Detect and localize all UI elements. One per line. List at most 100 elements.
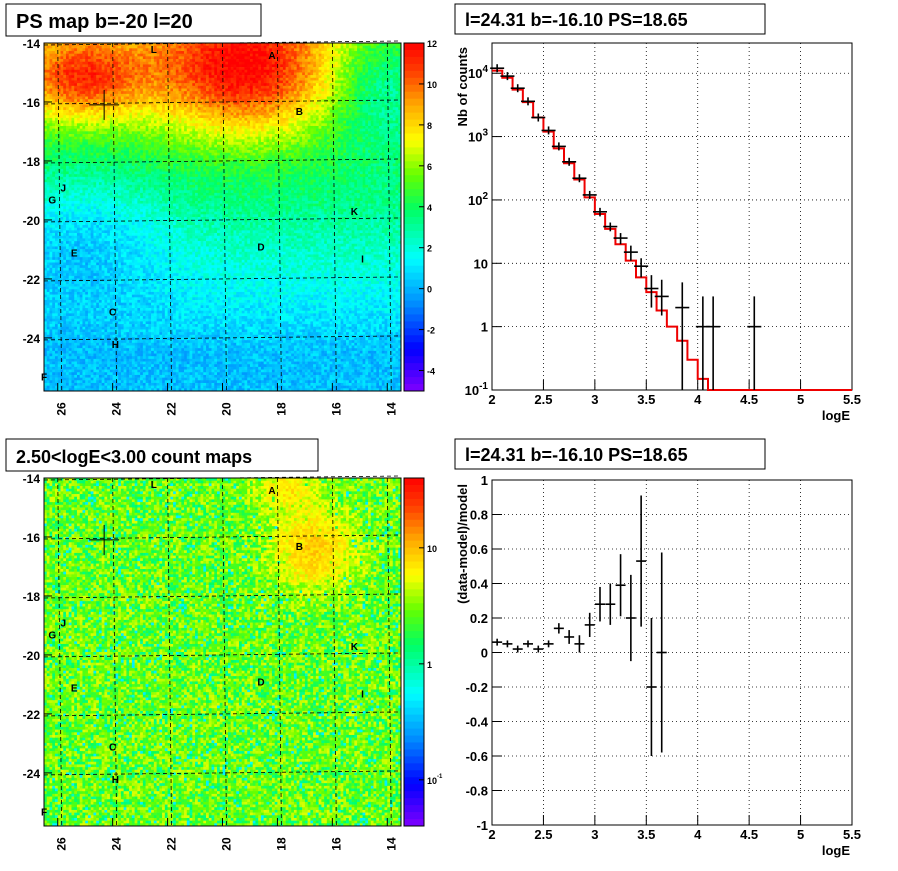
color-tick-label: 4 xyxy=(427,203,432,213)
y-tick-label: -1 xyxy=(476,818,488,833)
residual-point xyxy=(553,623,564,634)
title-box xyxy=(454,438,766,470)
source-label: B xyxy=(296,542,303,553)
grid-line xyxy=(386,477,392,827)
source-label: G xyxy=(48,630,56,641)
source-label: K xyxy=(351,207,359,218)
x-tick-label: 5.5 xyxy=(843,392,861,407)
chart-title: PS map b=-20 l=20 xyxy=(16,11,193,33)
color-tick-label: 12 xyxy=(427,39,437,49)
grid-line xyxy=(43,217,402,223)
data-point xyxy=(551,142,566,151)
plot-frame xyxy=(491,42,853,391)
y-tick-label: -0.4 xyxy=(466,715,489,730)
title-box xyxy=(5,3,262,37)
data-point xyxy=(613,233,628,245)
grid-line xyxy=(57,42,63,392)
x-tick-label: 3.5 xyxy=(637,392,655,407)
chart-title: l=24.31 b=-16.10 PS=18.65 xyxy=(465,10,688,30)
color-bar-frame xyxy=(403,42,425,392)
y-tick-label: 0.8 xyxy=(470,508,488,523)
x-tick-label: 4.5 xyxy=(740,392,758,407)
color-tick-label: 1 xyxy=(427,660,432,670)
residual-point xyxy=(574,635,585,653)
y-tick-label: -24 xyxy=(23,767,41,781)
grid-line xyxy=(167,477,172,827)
source-label: C xyxy=(109,307,116,318)
source-label: H xyxy=(112,340,119,351)
data-point xyxy=(706,296,721,390)
x-tick-label: 2.5 xyxy=(534,392,552,407)
color-tick-label: 10-1 xyxy=(427,774,443,786)
y-tick-label: -22 xyxy=(23,708,41,722)
source-label: L xyxy=(151,45,157,56)
y-tick-label: -0.6 xyxy=(466,749,488,764)
source-label: E xyxy=(71,683,78,694)
source-label: C xyxy=(109,742,116,753)
x-tick-label: 22 xyxy=(165,837,179,851)
x-tick-label: 20 xyxy=(220,837,234,851)
x-tick-label: 4 xyxy=(694,392,702,407)
y-tick-label: 104 xyxy=(468,64,488,81)
y-tick-label: -16 xyxy=(23,531,41,545)
y-tick-label: -0.8 xyxy=(466,784,488,799)
source-label: G xyxy=(48,195,56,206)
count-map-panel: 2.50<logE<3.00 count maps 26 24 22 20 18 16 14 -… xyxy=(5,438,443,851)
y-tick-label: 1 xyxy=(481,473,488,488)
grid-line xyxy=(43,99,402,105)
grid-line xyxy=(43,770,402,776)
x-tick-label: 16 xyxy=(329,837,343,851)
x-tick-label: 26 xyxy=(55,402,69,416)
grid-line xyxy=(386,42,392,392)
x-tick-label: 5 xyxy=(797,827,804,842)
residual-point xyxy=(543,640,554,648)
y-tick-label: -18 xyxy=(23,590,41,604)
grid-line xyxy=(43,534,402,540)
source-label: L xyxy=(151,480,157,491)
color-tick-label: 2 xyxy=(427,244,432,254)
data-point xyxy=(634,258,649,278)
data-point xyxy=(593,207,607,217)
residual-point xyxy=(492,638,503,646)
residual-point xyxy=(533,645,544,653)
residual-point xyxy=(564,630,575,644)
grid-line xyxy=(167,42,172,392)
y-tick-label: 10-1 xyxy=(465,381,489,398)
data-point xyxy=(603,222,618,232)
heatmap-cells xyxy=(44,43,402,392)
x-tick-label: 22 xyxy=(165,402,179,416)
grid-line xyxy=(112,42,118,392)
color-tick-label: 6 xyxy=(427,162,432,172)
y-tick-label: 103 xyxy=(468,128,488,145)
source-label: F xyxy=(41,372,47,383)
y-tick-label: 0.4 xyxy=(470,577,489,592)
x-tick-label: 18 xyxy=(274,837,288,851)
color-tick-label: 10 xyxy=(427,544,437,554)
y-tick-label: 1 xyxy=(481,320,488,335)
y-tick-label: -24 xyxy=(23,332,41,346)
y-tick-label: -20 xyxy=(23,649,41,663)
source-label: E xyxy=(71,248,78,259)
y-tick-label: 102 xyxy=(468,191,488,208)
title-box xyxy=(454,3,766,35)
x-tick-label: 2 xyxy=(488,827,495,842)
title-box xyxy=(5,438,319,472)
source-label: I xyxy=(361,254,364,265)
color-tick-label: 8 xyxy=(427,121,432,131)
y-tick-label: -18 xyxy=(23,155,41,169)
data-point xyxy=(644,275,659,308)
grid-line xyxy=(43,475,402,481)
y-tick-label: -16 xyxy=(23,96,41,110)
y-tick-label: -14 xyxy=(23,37,41,51)
residual-point xyxy=(605,583,616,625)
grid-line xyxy=(43,711,402,717)
data-point xyxy=(541,126,556,135)
x-tick-label: 16 xyxy=(329,402,343,416)
chart-title: 2.50<logE<3.00 count maps xyxy=(16,447,252,467)
x-tick-label: 3 xyxy=(591,827,598,842)
data-point xyxy=(747,296,762,390)
data-point xyxy=(623,245,638,261)
source-label: H xyxy=(112,775,119,786)
